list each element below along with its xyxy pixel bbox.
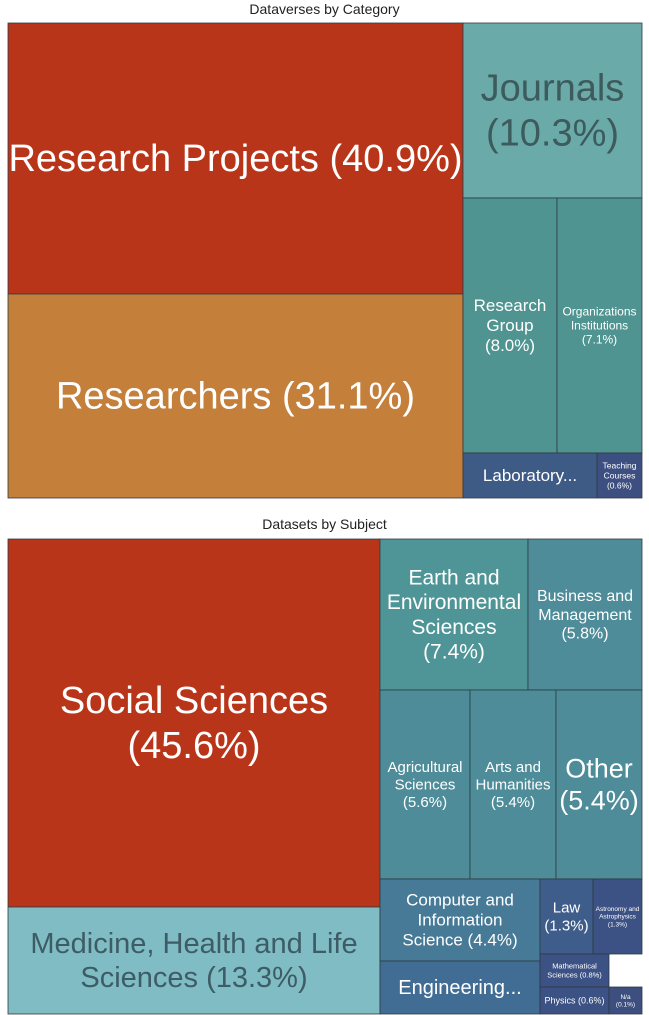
treemap-label-arts-and-humanities: Arts and Humanities (5.4%)	[475, 759, 550, 811]
treemap-label-astronomy-and-astrophysics: Astronomy and Astrophysics (1.3%)	[596, 906, 640, 928]
treemap-rect-social-sciences[interactable]	[7, 538, 381, 908]
treemap-cell-engineering[interactable]: Engineering...	[379, 960, 541, 1015]
treemap-rect-other[interactable]	[555, 689, 643, 880]
treemap-label-engineering: Engineering...	[398, 977, 521, 999]
treemap-cell-research-projects[interactable]: Research Projects (40.9%)	[7, 22, 464, 295]
treemap-cell-physics[interactable]: Physics (0.6%)	[539, 986, 610, 1015]
treemap-rect-research-projects[interactable]	[7, 22, 464, 295]
treemap-cell-earth-and-environmental-sciences[interactable]: Earth and Environmental Sciences (7.4%)	[379, 538, 529, 691]
treemap-label-social-sciences: Social Sciences (45.6%)	[60, 680, 328, 767]
treemap-label-researchers: Researchers (31.1%)	[56, 376, 415, 418]
treemap-rect-agricultural-sciences[interactable]	[379, 689, 471, 880]
treemap-rect-astronomy-and-astrophysics[interactable]	[592, 878, 643, 955]
treemap-label-n-a: N/a (0.1%)	[616, 994, 635, 1009]
treemap-label-medicine-health-and-life-sciences: Medicine, Health and Life Sciences (13.3%…	[30, 928, 357, 994]
treemap-rect-law[interactable]	[539, 878, 594, 955]
treemap-rect-laboratory[interactable]	[462, 452, 598, 499]
treemap-cell-business-and-management[interactable]: Business and Management (5.8%)	[527, 538, 643, 691]
treemap-cell-laboratory[interactable]: Laboratory...	[462, 452, 598, 499]
treemap-label-research-projects: Research Projects (40.9%)	[8, 138, 462, 180]
treemap-label-business-and-management: Business and Management (5.8%)	[537, 588, 633, 643]
treemap-rect-teaching-courses[interactable]	[596, 452, 643, 499]
treemap-rect-earth-and-environmental-sciences[interactable]	[379, 538, 529, 691]
treemap-cell-astronomy-and-astrophysics[interactable]: Astronomy and Astrophysics (1.3%)	[592, 878, 643, 955]
treemap-rect-n-a[interactable]	[608, 986, 643, 1015]
treemap-label-journals: Journals (10.3%)	[481, 68, 625, 155]
treemap-cell-teaching-courses[interactable]: Teaching Courses (0.6%)	[596, 452, 643, 499]
treemap-cell-social-sciences[interactable]: Social Sciences (45.6%)	[7, 538, 381, 908]
treemap-cell-other[interactable]: Other (5.4%)	[555, 689, 643, 880]
treemap-rect-business-and-management[interactable]	[527, 538, 643, 691]
treemap-rect-mathematical-sciences[interactable]	[539, 953, 610, 988]
treemap-label-computer-and-information-science: Computer and Information Science (4.4%)	[402, 891, 517, 950]
treemap-cell-computer-and-information-science[interactable]: Computer and Information Science (4.4%)	[379, 878, 541, 962]
treemap-label-organizations-institutions: Organizations Institutions (7.1%)	[562, 304, 636, 346]
treemap-rect-organizations-institutions[interactable]	[556, 197, 643, 454]
treemap-cell-journals[interactable]: Journals (10.3%)	[462, 22, 643, 199]
treemap-cell-research-group[interactable]: Research Group (8.0%)	[462, 197, 558, 454]
treemap-cell-law[interactable]: Law (1.3%)	[539, 878, 594, 955]
treemap-label-teaching-courses: Teaching Courses (0.6%)	[602, 460, 636, 490]
treemap-label-law: Law (1.3%)	[544, 900, 588, 935]
treemap-cell-n-a[interactable]: N/a (0.1%)	[608, 986, 643, 1015]
treemap-rect-research-group[interactable]	[462, 197, 558, 454]
treemap-label-laboratory: Laboratory...	[483, 466, 577, 485]
treemap-rect-journals[interactable]	[462, 22, 643, 199]
chart-title-dataverses: Dataverses by Category	[249, 1, 400, 17]
treemap-rect-medicine-health-and-life-sciences[interactable]	[7, 906, 381, 1015]
treemap-rect-arts-and-humanities[interactable]	[469, 689, 557, 880]
treemap-rect-physics[interactable]	[539, 986, 610, 1015]
treemap-cell-organizations-institutions[interactable]: Organizations Institutions (7.1%)	[556, 197, 643, 454]
treemap-label-agricultural-sciences: Agricultural Sciences (5.6%)	[387, 759, 462, 811]
treemap-label-research-group: Research Group (8.0%)	[474, 296, 547, 355]
treemap-cell-agricultural-sciences[interactable]: Agricultural Sciences (5.6%)	[379, 689, 471, 880]
treemap-label-earth-and-environmental-sciences: Earth and Environmental Sciences (7.4%)	[387, 566, 521, 663]
treemap-cell-arts-and-humanities[interactable]: Arts and Humanities (5.4%)	[469, 689, 557, 880]
treemap-label-physics: Physics (0.6%)	[544, 995, 604, 1005]
treemap-cell-researchers[interactable]: Researchers (31.1%)	[7, 293, 464, 499]
treemap-rect-engineering[interactable]	[379, 960, 541, 1015]
treemap-cell-mathematical-sciences[interactable]: Mathematical Sciences (0.8%)	[539, 953, 610, 988]
treemap-rect-computer-and-information-science[interactable]	[379, 878, 541, 962]
treemap-cell-medicine-health-and-life-sciences[interactable]: Medicine, Health and Life Sciences (13.3%…	[7, 906, 381, 1015]
chart-title-datasets: Datasets by Subject	[262, 516, 387, 532]
treemap-label-other: Other (5.4%)	[559, 753, 639, 815]
treemap-label-mathematical-sciences: Mathematical Sciences (0.8%)	[547, 962, 602, 980]
